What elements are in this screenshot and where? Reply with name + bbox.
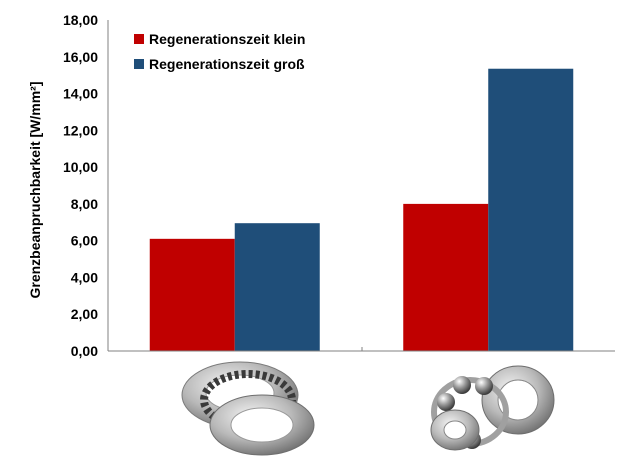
- legend-label: Regenerationszeit klein: [149, 31, 305, 47]
- bar-series: [149, 68, 574, 351]
- legend-swatch: [134, 59, 144, 69]
- y-tick-label: 2,00: [71, 306, 98, 322]
- y-axis-label: Grenzbeanpruchbarkeit [W/mm²]: [27, 81, 43, 298]
- thrust-ball-bearing-icon: [430, 365, 555, 451]
- legend: Regenerationszeit klein Regenerationszeit…: [134, 31, 305, 72]
- y-tick-label: 16,00: [63, 49, 98, 65]
- y-tick-label: 0,00: [71, 343, 98, 359]
- y-tick-label: 12,00: [63, 122, 98, 138]
- y-tick-label: 8,00: [71, 196, 98, 212]
- y-tick-label: 18,00: [63, 12, 98, 28]
- bar-gross-1: [234, 223, 320, 351]
- y-axis-title: Grenzbeanpruchbarkeit [W/mm²]: [27, 81, 43, 298]
- legend-swatch: [134, 34, 144, 44]
- bar-gross-2: [488, 68, 574, 351]
- y-tick-label: 6,00: [71, 233, 98, 249]
- bar-klein-1: [149, 238, 235, 351]
- y-tick-label: 4,00: [71, 269, 98, 285]
- y-tick-label: 14,00: [63, 86, 98, 102]
- legend-label: Regenerationszeit groß: [149, 56, 305, 72]
- thrust-needle-roller-bearing-icon: [181, 361, 315, 456]
- bar-klein-2: [403, 203, 489, 351]
- y-axis-ticks: 0,00 2,00 4,00 6,00 8,00 10,00 12,00 14,00 16,00…: [63, 12, 98, 359]
- y-tick-label: 10,00: [63, 159, 98, 175]
